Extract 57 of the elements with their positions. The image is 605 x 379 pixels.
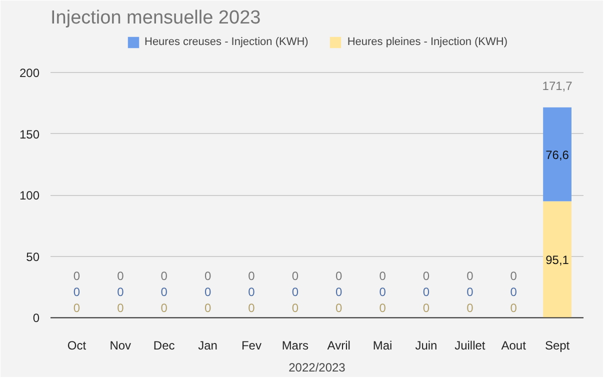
chart-title: Injection mensuelle 2023 (50, 8, 261, 28)
text: 0 (117, 269, 124, 284)
total-label: 0 (204, 301, 212, 316)
text: 0 (160, 269, 168, 284)
text: 0 (292, 269, 299, 284)
x-tick-label: Juin (415, 338, 438, 352)
total-label: 0 (510, 301, 518, 316)
text: 0 (73, 269, 80, 284)
x-tick-label: Avril (327, 338, 350, 352)
total-label: 0 (379, 301, 386, 316)
y-tick-label: 100 (19, 188, 40, 203)
data-label: 0 (292, 285, 299, 300)
total-label: 0 (422, 301, 430, 316)
data-label: 0 (466, 285, 474, 300)
total-label: 171,7 (542, 78, 573, 93)
x-tick-label: Oct (67, 338, 87, 352)
data-label: 95,1 (546, 252, 570, 267)
total-label: 0 (117, 301, 124, 316)
data-label: 0 (422, 285, 430, 300)
total-label: 0 (73, 301, 80, 316)
legend-label: Heures creuses - Injection (KWH) (144, 36, 308, 48)
x-tick-label: Juillet (454, 338, 486, 352)
x-axis-title: 2022/2023 (288, 360, 346, 374)
text: 0 (336, 269, 342, 284)
text: 0 (422, 269, 430, 284)
total-label: 0 (248, 301, 256, 316)
data-label: 0 (510, 285, 518, 300)
data-label: 0 (336, 285, 343, 300)
total-label: 0 (292, 301, 299, 316)
x-tick-label: Dec (153, 338, 175, 352)
total-label: 0 (336, 301, 343, 316)
data-label: 0 (379, 285, 386, 300)
data-label: 0 (248, 285, 256, 300)
text: 0 (204, 269, 212, 284)
total-label: 0 (466, 301, 474, 316)
x-tick-label: Fev (241, 338, 262, 352)
data-label: 0 (204, 285, 212, 300)
y-tick-label: 0 (32, 311, 40, 326)
data-label: 76,6 (546, 148, 570, 162)
y-tick-label: 50 (26, 250, 40, 264)
x-tick-label: Aout (501, 338, 527, 352)
text: 0 (248, 269, 255, 284)
x-tick-label: Nov (110, 338, 132, 352)
text: 0 (466, 269, 474, 284)
x-tick-label: Jan (198, 338, 218, 352)
x-tick-label: Sept (544, 338, 570, 352)
text: 0 (510, 269, 517, 284)
data-label: 0 (73, 285, 80, 300)
x-tick-label: Mars (282, 338, 308, 352)
x-tick-label: Mai (372, 338, 392, 352)
total-label: 0 (160, 301, 168, 316)
text: 0 (379, 269, 386, 284)
legend-label: Heures pleines - Injection (KWH) (347, 36, 508, 48)
data-label: 0 (117, 285, 124, 300)
y-tick-label: 200 (19, 66, 40, 80)
y-tick-label: 150 (19, 127, 40, 142)
data-label: 0 (160, 285, 168, 300)
